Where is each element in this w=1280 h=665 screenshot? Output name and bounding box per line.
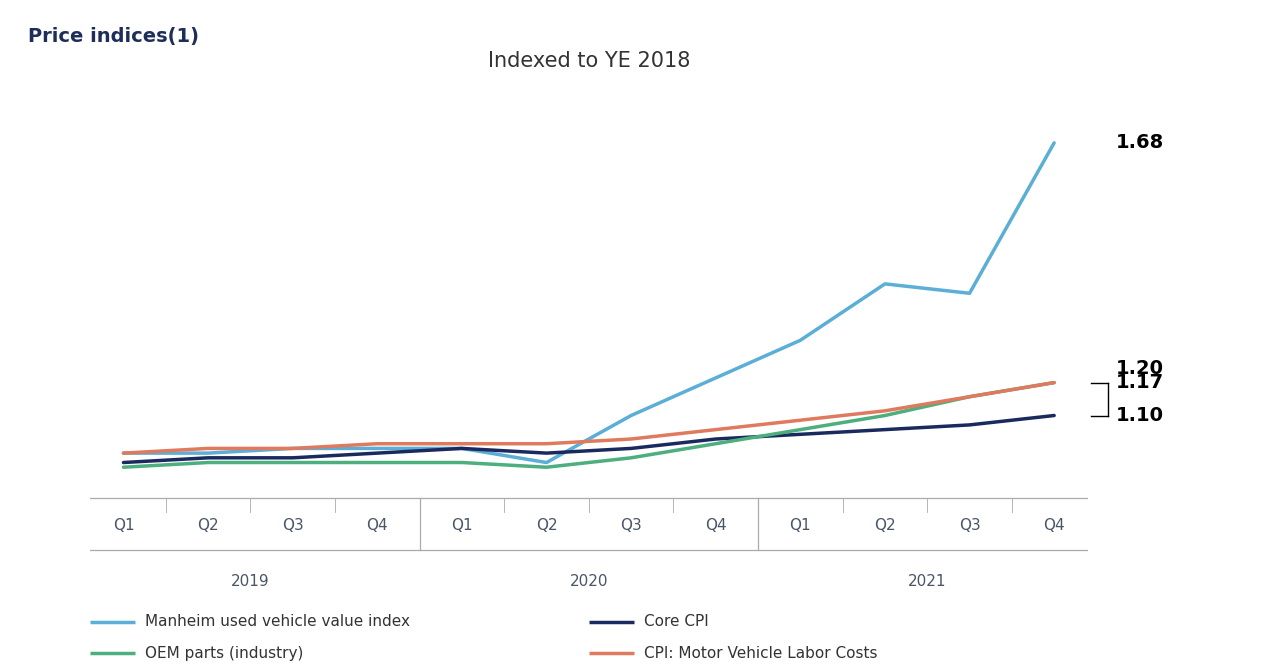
Text: 1.17: 1.17: [1116, 373, 1165, 392]
Text: Q1: Q1: [113, 517, 134, 533]
Text: 1.68: 1.68: [1116, 134, 1165, 152]
Title: Indexed to YE 2018: Indexed to YE 2018: [488, 51, 690, 71]
Text: CPI: Motor Vehicle Labor Costs: CPI: Motor Vehicle Labor Costs: [644, 646, 877, 660]
Text: Q4: Q4: [705, 517, 727, 533]
Text: 1.10: 1.10: [1116, 406, 1165, 425]
Text: Core CPI: Core CPI: [644, 614, 708, 629]
Text: Q4: Q4: [1043, 517, 1065, 533]
Text: Q3: Q3: [282, 517, 303, 533]
Text: Q3: Q3: [959, 517, 980, 533]
Text: 2019: 2019: [232, 573, 270, 589]
Text: Q4: Q4: [366, 517, 388, 533]
Text: Q3: Q3: [621, 517, 643, 533]
Text: 2020: 2020: [570, 573, 608, 589]
Text: Q1: Q1: [790, 517, 812, 533]
Text: Q2: Q2: [197, 517, 219, 533]
Text: 1.20: 1.20: [1116, 359, 1165, 378]
Text: Q2: Q2: [536, 517, 557, 533]
Text: Q1: Q1: [451, 517, 472, 533]
Text: Price indices(1): Price indices(1): [28, 27, 200, 46]
Text: OEM parts (industry): OEM parts (industry): [145, 646, 303, 660]
Text: 2021: 2021: [908, 573, 946, 589]
Text: Q2: Q2: [874, 517, 896, 533]
Text: Manheim used vehicle value index: Manheim used vehicle value index: [145, 614, 410, 629]
